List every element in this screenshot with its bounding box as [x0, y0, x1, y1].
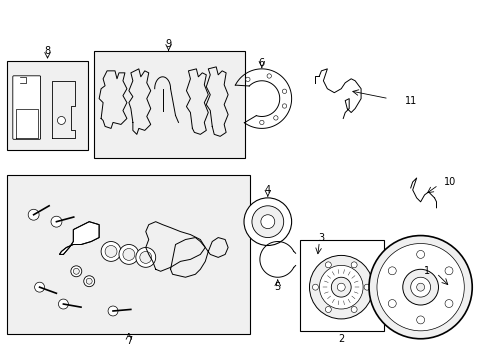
Bar [7, 175, 249, 334]
Circle shape [444, 267, 452, 275]
Circle shape [319, 265, 362, 309]
Circle shape [260, 215, 274, 229]
Circle shape [368, 235, 471, 339]
Bar [94, 51, 244, 158]
Circle shape [108, 306, 118, 316]
Circle shape [140, 251, 151, 264]
Text: 2: 2 [337, 334, 344, 344]
Circle shape [444, 300, 452, 307]
Circle shape [387, 267, 395, 275]
Circle shape [28, 209, 39, 220]
Circle shape [350, 262, 356, 268]
Circle shape [387, 300, 395, 307]
Circle shape [282, 104, 286, 108]
Text: 5: 5 [274, 282, 280, 292]
Text: 4: 4 [264, 185, 270, 195]
Circle shape [416, 283, 424, 291]
Circle shape [101, 242, 121, 261]
Circle shape [376, 243, 463, 331]
Text: 7: 7 [125, 336, 132, 346]
Text: 9: 9 [165, 39, 171, 49]
Circle shape [325, 262, 331, 268]
Circle shape [245, 77, 249, 82]
FancyBboxPatch shape [13, 76, 41, 139]
Circle shape [136, 247, 155, 267]
Circle shape [244, 198, 291, 246]
Text: 8: 8 [44, 46, 50, 56]
Circle shape [331, 277, 350, 297]
Circle shape [71, 266, 81, 277]
Circle shape [51, 216, 62, 227]
Circle shape [312, 284, 318, 290]
Circle shape [35, 282, 44, 292]
Text: 11: 11 [404, 96, 416, 105]
Text: 10: 10 [444, 177, 456, 187]
Circle shape [416, 251, 424, 258]
Circle shape [59, 299, 68, 309]
Circle shape [350, 306, 356, 312]
Circle shape [266, 74, 271, 78]
Circle shape [259, 120, 264, 125]
Bar [7, 61, 88, 150]
Circle shape [119, 244, 139, 264]
Text: 1: 1 [423, 266, 429, 276]
Circle shape [325, 306, 331, 312]
Circle shape [251, 206, 283, 238]
Circle shape [273, 116, 278, 120]
Circle shape [282, 89, 286, 94]
Circle shape [364, 284, 369, 290]
Bar [299, 239, 383, 331]
Circle shape [57, 117, 65, 125]
Circle shape [416, 316, 424, 324]
Circle shape [86, 278, 92, 284]
Circle shape [105, 246, 117, 257]
Circle shape [309, 255, 372, 319]
Circle shape [73, 268, 79, 274]
Circle shape [122, 248, 135, 260]
Circle shape [402, 269, 438, 305]
Polygon shape [60, 222, 99, 255]
Circle shape [83, 276, 95, 287]
Text: 3: 3 [318, 233, 324, 243]
Text: 6: 6 [258, 58, 264, 68]
Circle shape [337, 283, 345, 291]
Circle shape [410, 277, 429, 297]
